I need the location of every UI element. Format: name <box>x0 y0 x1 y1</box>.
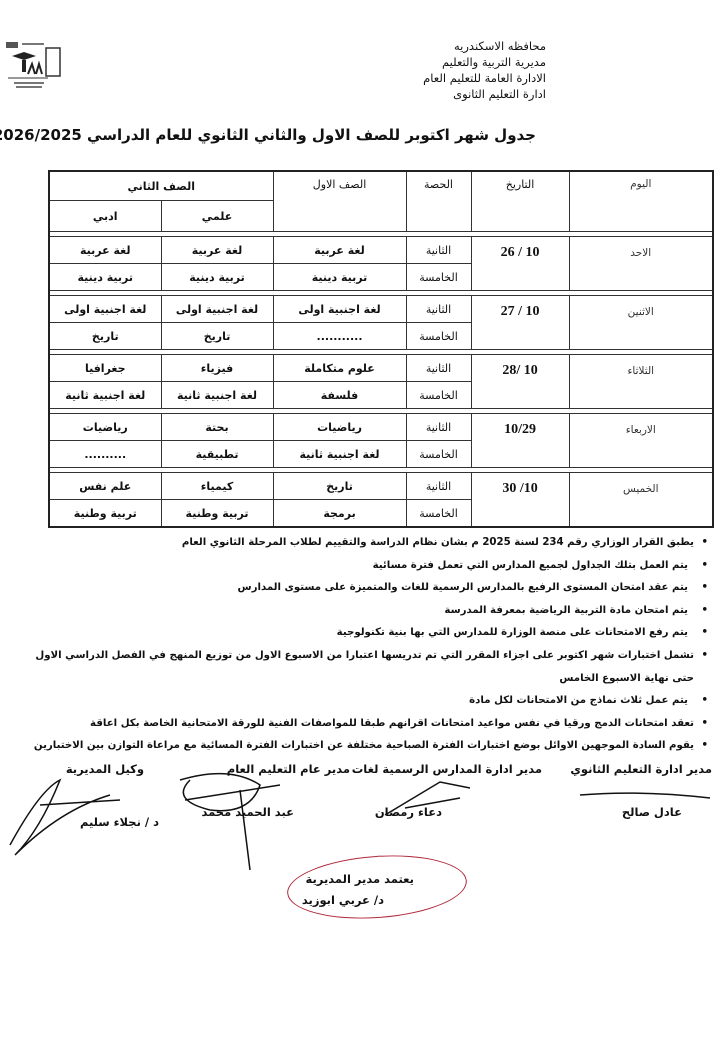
scientific-subject: فيزياء <box>160 354 274 382</box>
literary-subject: تاريخ <box>48 322 162 350</box>
note-item: يتم امتحان مادة التربية الرياضية بمعرفة … <box>10 600 710 623</box>
note-item: حتى نهاية الاسبوع الخامس <box>559 672 694 684</box>
date-cell: 10 /28 <box>470 354 570 409</box>
table-row: الخامسة........... تاريخ تاريخ <box>48 322 713 350</box>
scientific-subject: لغة اجنبية ثانية <box>160 381 274 409</box>
table-row: الخامسة فلسفة لغة اجنبية ثانية لغة اجنبية ث… <box>48 381 713 409</box>
signature-title: مدير ادارة المدارس الرسمية لغات <box>351 762 542 776</box>
first-grade-subject: تربية دينية <box>272 263 407 291</box>
org-line: ادارة التعليم الثانوى <box>453 87 546 101</box>
table-row: الاحد 10 / 26 الثانية لغة عربية لغة عربية لغة… <box>48 236 714 291</box>
note-item: يقوم السادة الموجهين الاوائل بوضع اختبار… <box>10 735 710 758</box>
note-item: يتم رفع الامتحانات على منصة الوزارة للمد… <box>10 622 710 645</box>
day-cell: الخميس <box>568 472 714 528</box>
scientific-subject: تربية وطنية <box>160 499 274 528</box>
org-line: محافظه الاسكندريه <box>453 39 546 53</box>
header-literary: ادبي <box>48 200 162 232</box>
period-cell: الخامسة <box>405 381 472 409</box>
header-date: التاريخ <box>470 170 570 232</box>
first-grade-subject: علوم متكاملة <box>272 354 407 382</box>
scientific-subject: بحتة <box>160 413 274 441</box>
date-cell: 10 / 26 <box>470 236 570 291</box>
scientific-subject: تطبيقية <box>160 440 274 468</box>
signatory-name: د / نجلاء سليم <box>79 815 159 829</box>
table-row: الخامسة لغة اجنبية ثانية تطبيقية.......... <box>48 440 713 468</box>
exam-schedule-table: اليوم التاريخ الحصة الصف الاول الصف الثا… <box>48 170 715 528</box>
header-scientific: علمي <box>160 200 274 232</box>
signatory-name: دعاء رمضان <box>374 805 442 819</box>
signatory-name: عادل صالح <box>621 805 682 819</box>
scientific-subject: تربية دينية <box>160 263 274 291</box>
org-line: مديرية التربية والتعليم <box>442 55 546 69</box>
date-cell: 10 / 27 <box>470 295 570 350</box>
handwritten-signatures <box>9 772 711 870</box>
approval-name: د/ عربي ابوزيد <box>301 893 384 907</box>
period-cell: الخامسة <box>405 263 472 291</box>
signature-title: مدير عام التعليم العام <box>226 762 350 776</box>
literary-subject: تربية دينية <box>48 263 162 291</box>
period-cell: الخامسة <box>405 440 472 468</box>
ministry-logo <box>6 42 61 88</box>
first-grade-subject: فلسفة <box>272 381 407 409</box>
table-row: الثلاثاء 10 /28 الثانية علوم متكاملة فيزياء ج… <box>48 354 714 409</box>
signature-title: وكيل المديرية <box>65 762 144 776</box>
date-cell: 10/ 30 <box>470 472 570 528</box>
scientific-subject: لغة عربية <box>160 236 274 264</box>
first-grade-subject: رياضيات <box>272 413 407 441</box>
note-item: تعقد امتحانات الدمج ورقيا في نفس مواعيد … <box>10 713 710 736</box>
first-grade-subject: برمجة <box>272 499 407 528</box>
table-row: الاثنين 10 / 27 الثانية لغة اجنبية اولى لغة … <box>48 295 714 350</box>
note-item: يتم العمل بتلك الجداول لجميع المدارس الت… <box>10 555 710 578</box>
day-cell: الاحد <box>568 236 714 291</box>
signature-title: مدير ادارة التعليم الثانوي <box>570 762 712 776</box>
table-row: الخميس 10/ 30 الثانية تاريخ كيمياء علم نفس <box>48 472 714 528</box>
period-cell: الخامسة <box>405 499 472 528</box>
note-item: يطبق القرار الوزاري رقم 234 لسنة 2025 م … <box>10 532 710 555</box>
first-grade-subject: لغة عربية <box>272 236 407 264</box>
period-cell: الثانية <box>405 413 472 441</box>
period-cell: الثانية <box>405 236 472 264</box>
period-cell: الثانية <box>405 354 472 382</box>
literary-subject: لغة عربية <box>48 236 162 264</box>
day-cell: الاربعاء <box>568 413 714 468</box>
header-second-grade: الصف الثاني <box>48 170 274 201</box>
literary-subject: لغة اجنبية اولى <box>48 295 162 323</box>
note-item: يتم عمل ثلاث نماذج من الامتحانات لكل ماد… <box>10 690 710 713</box>
note-item: تشمل اختبارات شهر اكتوبر على اجزاء المقر… <box>10 645 710 668</box>
org-line: الادارة العامة للتعليم العام <box>423 71 546 85</box>
literary-subject: لغة اجنبية ثانية <box>48 381 162 409</box>
scientific-subject: لغة اجنبية اولى <box>160 295 274 323</box>
table-row: الاربعاء 10/29 الثانية رياضيات بحتة رياضيات <box>48 413 714 468</box>
first-grade-subject: ........... <box>272 322 407 350</box>
literary-subject: جغرافيا <box>48 354 162 382</box>
header-period: الحصة <box>405 170 472 232</box>
organization-header: محافظه الاسكندريه مديرية التربية والتعلي… <box>423 38 546 102</box>
document-title: جدول شهر اكتوبر للصف الاول والثاني الثان… <box>0 126 536 144</box>
day-cell: الاثنين <box>568 295 714 350</box>
period-cell: الثانية <box>405 295 472 323</box>
literary-subject: علم نفس <box>48 472 162 500</box>
header-first-grade: الصف الاول <box>272 170 407 232</box>
first-grade-subject: لغة اجنبية ثانية <box>272 440 407 468</box>
approval-label: يعتمد مدير المديرية <box>305 872 414 886</box>
scientific-subject: تاريخ <box>160 322 274 350</box>
signatory-name: عبد الحميد محمد <box>201 805 294 819</box>
literary-subject: .......... <box>48 440 162 468</box>
first-grade-subject: لغة اجنبية اولى <box>272 295 407 323</box>
period-cell: الخامسة <box>405 322 472 350</box>
date-cell: 10/29 <box>470 413 570 468</box>
literary-subject: تربية وطنية <box>48 499 162 528</box>
scientific-subject: كيمياء <box>160 472 274 500</box>
day-cell: الثلاثاء <box>568 354 714 409</box>
note-item: يتم عقد امتحان المستوى الرفيع بالمدارس ا… <box>10 577 710 600</box>
table-row: الخامسة برمجة تربية وطنية تربية وطنية <box>48 499 713 528</box>
period-cell: الثانية <box>405 472 472 500</box>
first-grade-subject: تاريخ <box>272 472 407 500</box>
header-day: اليوم <box>568 170 714 232</box>
table-row: الخامسة تربية دينية تربية دينية تربية دينية <box>48 263 713 291</box>
literary-subject: رياضيات <box>48 413 162 441</box>
notes-list: يطبق القرار الوزاري رقم 234 لسنة 2025 م … <box>10 532 710 758</box>
